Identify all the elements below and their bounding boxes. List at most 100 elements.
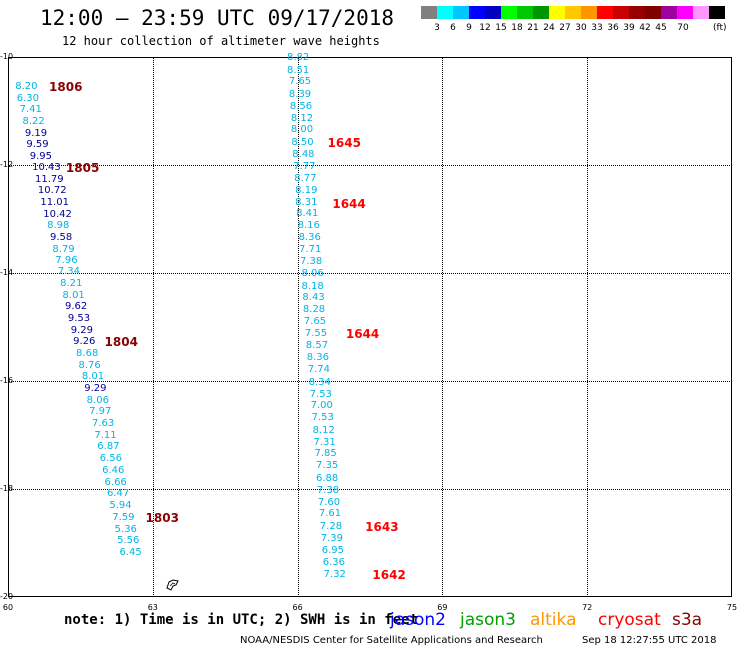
wave-height-value: 7.11: [94, 430, 117, 442]
lat-tick-label: -18: [0, 484, 14, 493]
wave-height-value: 7.55: [304, 328, 328, 340]
wave-height-value: 9.29: [84, 383, 107, 395]
wave-height-value: 8.43: [302, 291, 325, 303]
legend-altika: altika: [530, 610, 577, 630]
wave-height-value: 8.06: [86, 394, 109, 406]
wave-height-value: 7.63: [91, 418, 115, 430]
wave-height-value: 8.36: [306, 352, 330, 364]
wave-height-value: 9.58: [49, 231, 73, 243]
scale-label: 36: [607, 23, 619, 33]
footer-note: note: 1) Time is in UTC; 2) SWH is in fe…: [64, 612, 419, 628]
pass-time-label: 1804: [104, 335, 138, 350]
scale-swatch: [597, 6, 613, 19]
grid-line-lat: [8, 273, 732, 274]
grid-line-lon: [442, 57, 443, 597]
wave-height-value: 8.01: [81, 371, 105, 383]
scale-swatch: [517, 6, 533, 19]
wave-height-value: 7.61: [318, 508, 342, 520]
scale-label: 21: [527, 23, 539, 33]
wave-height-value: 8.12: [312, 424, 335, 436]
lon-tick-label: 66: [292, 603, 303, 612]
wave-height-value: 7.34: [57, 265, 80, 277]
wave-height-value: 7.77: [293, 160, 316, 172]
scale-label: 27: [559, 23, 571, 33]
wave-height-value: 9.26: [73, 336, 96, 348]
wave-height-value: 7.41: [19, 103, 42, 115]
wave-height-value: 8.20: [15, 80, 38, 92]
wave-height-value: 11.01: [40, 196, 69, 208]
wave-height-value: 5.56: [117, 535, 140, 547]
lat-tick-label: -14: [0, 268, 14, 277]
wave-height-value: 7.53: [309, 388, 332, 400]
wave-height-value: 8.76: [78, 359, 101, 371]
wave-height-value: 6.36: [322, 556, 345, 568]
wave-height-value: 8.19: [295, 184, 318, 196]
legend-cryosat: cryosat: [598, 610, 661, 630]
lat-tick-label: -16: [0, 376, 14, 385]
wave-height-value: 8.21: [60, 277, 83, 289]
scale-label: 6: [450, 23, 456, 33]
grid-line-lon: [587, 57, 588, 597]
wave-height-value: 6.88: [315, 472, 339, 484]
scale-swatch: [501, 6, 517, 19]
lon-tick-label: 75: [726, 603, 738, 612]
pass-time-label: 1803: [145, 510, 179, 525]
wave-height-value: 8.57: [305, 340, 329, 352]
wave-height-value: 7.53: [311, 412, 334, 424]
wave-height-value: 9.29: [70, 324, 93, 336]
wave-height-value: 8.68: [76, 348, 99, 359]
page-title: 12:00 – 23:59 UTC 09/17/2018: [40, 6, 395, 30]
wave-height-value: 7.38: [316, 484, 340, 496]
footer-credit: NOAA/NESDIS Center for Satellite Applica…: [240, 635, 543, 646]
scale-swatch: [629, 6, 645, 19]
scale-unit: (ft): [713, 23, 727, 33]
scale-label: 24: [543, 23, 555, 33]
wave-height-value: 8.06: [301, 268, 324, 280]
scale-label: 70: [677, 23, 689, 33]
wave-height-value: 8.51: [286, 64, 310, 76]
scale-swatch: [709, 6, 725, 19]
wave-height-value: 6.47: [106, 488, 130, 500]
wave-height-value: 6.30: [16, 92, 39, 104]
wave-height-value: 8.56: [289, 100, 313, 112]
wave-height-value: 10.42: [43, 208, 72, 220]
scale-label: 42: [639, 23, 651, 33]
wave-height-value: 8.36: [298, 231, 321, 243]
wave-height-value: 5.94: [109, 500, 132, 512]
wave-height-value: 8.50: [291, 136, 314, 148]
pass-time-label: 1642: [372, 567, 406, 582]
wave-height-value: 7.59: [112, 511, 135, 523]
lat-tick-label: -10: [0, 52, 14, 61]
wave-height-value: 8.48: [292, 148, 315, 160]
scale-label: 30: [575, 23, 587, 33]
lat-tick-label: -12: [0, 160, 14, 169]
scale-swatch: [693, 6, 709, 19]
map-frame: [8, 57, 732, 597]
wave-height-value: 8.39: [288, 88, 312, 100]
scale-swatch: [453, 6, 469, 19]
grid-line-lat: [8, 381, 732, 382]
scale-swatch: [661, 6, 677, 19]
wave-height-value: 10.43: [32, 161, 61, 173]
wave-height-value: 7.32: [323, 568, 346, 580]
wave-height-value: 8.12: [290, 112, 314, 124]
wave-height-value: 8.31: [295, 196, 318, 208]
pass-time-label: 1645: [327, 135, 361, 150]
page-subtitle: 12 hour collection of altimeter wave hei…: [62, 34, 380, 48]
scale-swatch: [549, 6, 565, 19]
wave-height-value: 7.71: [299, 244, 322, 256]
wave-height-value: 6.56: [99, 453, 122, 465]
scale-swatch: [533, 6, 549, 19]
pass-time-label: 1805: [65, 160, 100, 175]
wave-height-value: 7.97: [89, 406, 112, 418]
wave-height-value: 8.79: [52, 243, 75, 255]
wave-height-value: 8.34: [308, 376, 331, 388]
scale-label: 39: [623, 23, 635, 33]
wave-height-value: 7.38: [300, 256, 323, 268]
wave-height-value: 7.39: [320, 532, 344, 544]
scale-swatch: [469, 6, 485, 19]
wave-height-value: 8.77: [294, 173, 317, 185]
wave-height-value: 8.18: [301, 280, 324, 292]
scale-swatch: [437, 6, 453, 19]
